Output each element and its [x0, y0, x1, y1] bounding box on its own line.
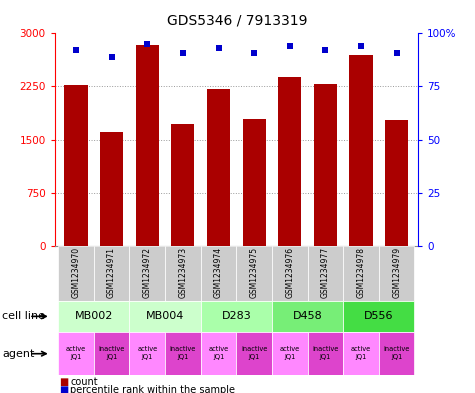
Bar	[171, 124, 194, 246]
Text: ■: ■	[59, 385, 68, 393]
Bar	[207, 88, 230, 246]
Point	[286, 43, 294, 49]
Bar	[58, 246, 94, 301]
Point	[322, 47, 329, 53]
Bar	[58, 301, 129, 332]
Text: inactive
JQ1: inactive JQ1	[383, 346, 410, 360]
Bar	[272, 332, 308, 375]
Bar	[129, 301, 200, 332]
Text: GSM1234978: GSM1234978	[357, 246, 365, 298]
Point	[108, 53, 115, 60]
Bar	[385, 120, 408, 246]
Bar	[94, 246, 129, 301]
Bar	[129, 246, 165, 301]
Text: GSM1234972: GSM1234972	[143, 246, 152, 298]
Text: GSM1234979: GSM1234979	[392, 246, 401, 298]
Text: active
JQ1: active JQ1	[209, 346, 228, 360]
Text: inactive
JQ1: inactive JQ1	[170, 346, 196, 360]
Bar	[100, 132, 123, 246]
Bar	[343, 332, 379, 375]
Bar	[165, 332, 200, 375]
Text: GSM1234977: GSM1234977	[321, 246, 330, 298]
Bar	[343, 246, 379, 301]
Text: D556: D556	[364, 311, 394, 321]
Text: percentile rank within the sample: percentile rank within the sample	[70, 385, 235, 393]
Point	[179, 50, 187, 56]
Text: inactive
JQ1: inactive JQ1	[98, 346, 125, 360]
Bar	[65, 85, 87, 246]
Bar	[201, 246, 237, 301]
Point	[72, 47, 80, 53]
Text: count: count	[70, 377, 98, 387]
Bar	[237, 246, 272, 301]
Text: inactive
JQ1: inactive JQ1	[241, 346, 267, 360]
Bar	[94, 332, 129, 375]
Text: inactive
JQ1: inactive JQ1	[312, 346, 339, 360]
Bar	[379, 332, 414, 375]
Text: GSM1234975: GSM1234975	[250, 246, 258, 298]
Text: active
JQ1: active JQ1	[280, 346, 300, 360]
Bar	[201, 332, 237, 375]
Text: GSM1234973: GSM1234973	[179, 246, 187, 298]
Text: GSM1234971: GSM1234971	[107, 246, 116, 298]
Bar	[237, 332, 272, 375]
Text: cell line: cell line	[2, 311, 46, 321]
Bar	[278, 77, 301, 246]
Text: active
JQ1: active JQ1	[137, 346, 157, 360]
Bar	[308, 246, 343, 301]
Point	[143, 41, 151, 47]
Text: ■: ■	[59, 377, 68, 387]
Bar	[58, 332, 94, 375]
Bar	[165, 246, 200, 301]
Text: GSM1234974: GSM1234974	[214, 246, 223, 298]
Text: D283: D283	[221, 311, 251, 321]
Point	[393, 50, 400, 56]
Bar	[314, 84, 337, 246]
Text: active
JQ1: active JQ1	[66, 346, 86, 360]
Text: GSM1234976: GSM1234976	[285, 246, 294, 298]
Bar	[343, 301, 414, 332]
Bar	[350, 55, 372, 246]
Bar	[136, 46, 159, 246]
Bar	[201, 301, 272, 332]
Text: MB004: MB004	[146, 311, 184, 321]
Bar	[272, 246, 308, 301]
Bar	[243, 119, 266, 246]
Point	[357, 43, 365, 49]
Point	[215, 45, 222, 51]
Text: GSM1234970: GSM1234970	[72, 246, 80, 298]
Bar	[379, 246, 414, 301]
Text: D458: D458	[293, 311, 323, 321]
Text: agent: agent	[2, 349, 35, 359]
Bar	[272, 301, 343, 332]
Bar	[129, 332, 165, 375]
Text: GDS5346 / 7913319: GDS5346 / 7913319	[167, 14, 308, 28]
Text: active
JQ1: active JQ1	[351, 346, 371, 360]
Text: MB002: MB002	[75, 311, 113, 321]
Bar	[308, 332, 343, 375]
Point	[250, 50, 258, 56]
